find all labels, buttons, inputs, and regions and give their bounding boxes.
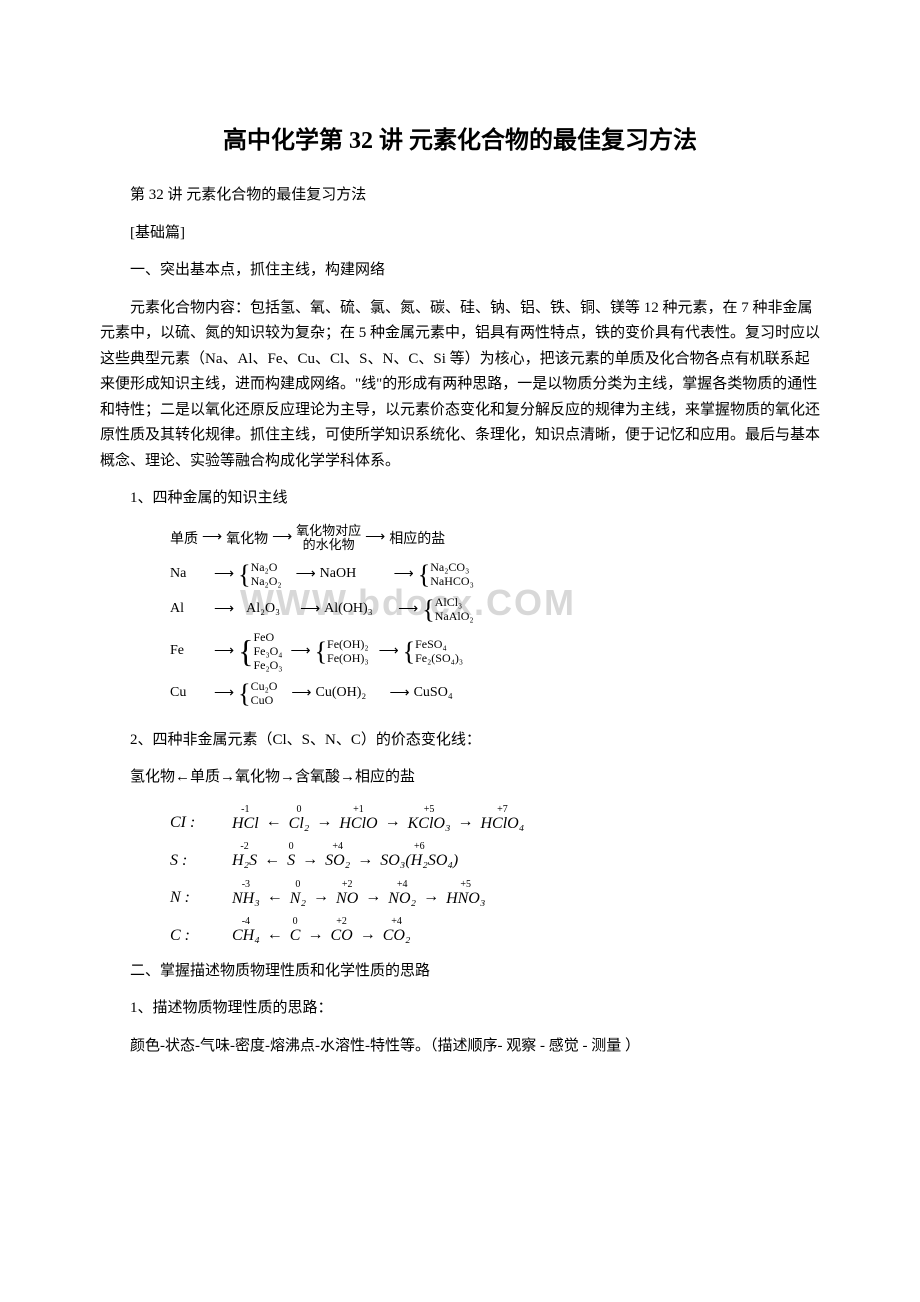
eq-row-c: C : -4CH₄ ← 0C → +2CO → +4CO₂ [170, 917, 820, 945]
header-c2: 氧化物 [226, 528, 268, 548]
header-c1: 单质 [170, 528, 198, 548]
nonmetal-equations: CI : -1HCl ← 0Cl₂ → +1HClO → +5KClO₃ → +… [170, 805, 820, 945]
arrow-icon: ⟶ [198, 529, 226, 546]
metal-diagram: WWW.bdocx.COM Na ⟶ { Na₂O Na₂O₂ ⟶ NaOH ⟶… [170, 560, 820, 708]
section1-sub2: 2、四种非金属元素（Cl、S、N、C）的价态变化线： [100, 728, 820, 754]
section1-sub1: 1、四种金属的知识主线 [100, 486, 820, 512]
section2-heading: 二、掌握描述物质物理性质和化学性质的思路 [100, 959, 820, 985]
header-c3: 氧化物对应 的水化物 [296, 524, 361, 553]
eq-row-s: S : -2H₂S ← 0S → +4SO₂ → +6SO₃(H₂SO₄) [170, 842, 820, 870]
basics-label: [基础篇] [100, 221, 820, 247]
section1-heading: 一、突出基本点，抓住主线，构建网络 [100, 258, 820, 284]
arrow-icon: ⟶ [268, 529, 296, 546]
metal-row-al: Al ⟶ Al₂O₃ ⟶ Al(OH)₃ ⟶ { AlCl₃ NaAlO₂ [170, 595, 820, 624]
subtitle: 第 32 讲 元素化合物的最佳复习方法 [100, 183, 820, 209]
arrow-icon: ⟶ [361, 529, 389, 546]
metal-header-row: 单质 ⟶ 氧化物 ⟶ 氧化物对应 的水化物 ⟶ 相应的盐 [170, 524, 820, 553]
eq-row-cl: CI : -1HCl ← 0Cl₂ → +1HClO → +5KClO₃ → +… [170, 805, 820, 833]
page-title: 高中化学第 32 讲 元素化合物的最佳复习方法 [100, 120, 820, 155]
header-c4: 相应的盐 [389, 528, 445, 548]
section2-sub1: 1、描述物质物理性质的思路： [100, 996, 820, 1022]
eq-row-n: N : -3NH₃ ← 0N₂ → +2NO → +4NO₂ → +5HNO₃ [170, 880, 820, 908]
section1-sub2-line: 氢化物←单质→氧化物→含氧酸→相应的盐 [100, 765, 820, 791]
metal-row-fe: Fe ⟶ { FeO Fe₃O₄ Fe₂O₃ ⟶ { Fe(OH)₂ Fe(OH… [170, 630, 820, 673]
section2-p1: 颜色-状态-气味-密度-熔沸点-水溶性-特性等。（描述顺序- 观察 - 感觉 -… [100, 1034, 820, 1060]
section1-p1: 元素化合物内容：包括氢、氧、硫、氯、氮、碳、硅、钠、铝、铁、铜、镁等 12 种元… [100, 296, 820, 475]
metal-row-cu: Cu ⟶ { Cu₂O CuO ⟶ Cu(OH)₂ ⟶ CuSO₄ [170, 679, 820, 708]
metal-row-na: Na ⟶ { Na₂O Na₂O₂ ⟶ NaOH ⟶ { Na₂CO₃ NaHC… [170, 560, 820, 589]
